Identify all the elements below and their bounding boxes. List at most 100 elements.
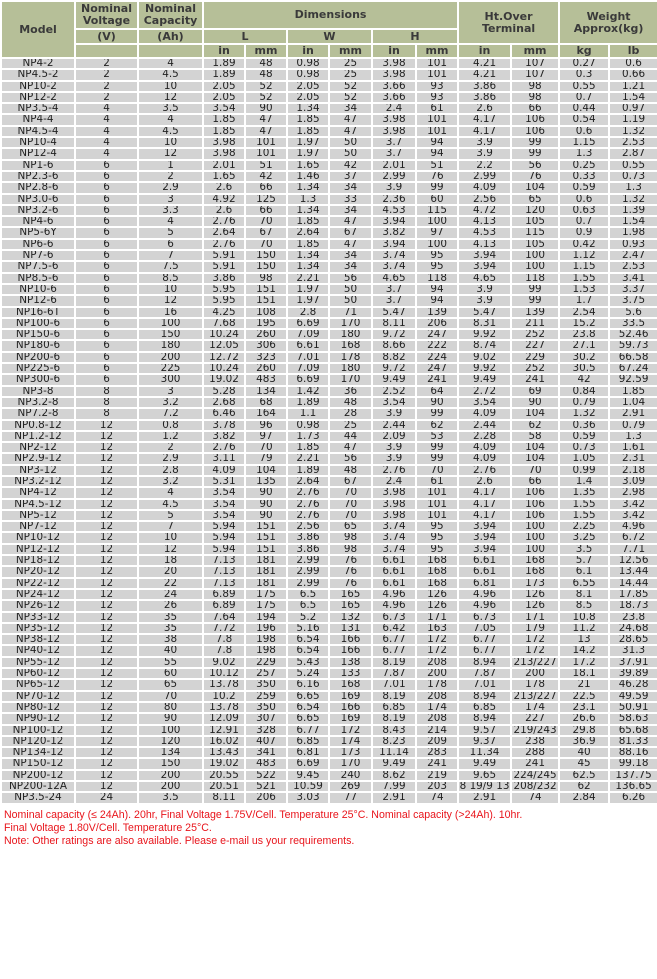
cell-model: NP12-4 xyxy=(0,147,76,161)
cell-h-mm: 90 xyxy=(414,395,460,410)
cell-capacity: 12 xyxy=(137,542,204,557)
cell-h-mm: 61 xyxy=(414,102,460,116)
cell-w-in: 6.81 xyxy=(286,746,330,760)
table-row: NP200-12 12 200 20.55 522 9.45 240 8.62 219 9.65 2… xyxy=(0,768,657,783)
battery-spec-table: Model Nominal Voltage Nominal Capacity D… xyxy=(0,0,657,805)
cell-model: NP3.5-4 xyxy=(0,102,76,116)
cell-h-in: 3.74 xyxy=(371,531,417,545)
cell-w-in: 1.97 xyxy=(286,294,330,308)
cell-l-in: 3.98 xyxy=(202,147,246,161)
table-row: NP3-12 12 2.8 4.09 104 1.89 48 2.76 70 2.76 70 0.99… xyxy=(0,463,657,478)
cell-voltage: 2 xyxy=(74,56,139,71)
cell-capacity: 7 xyxy=(137,520,204,534)
cell-l-in: 20.51 xyxy=(202,779,246,794)
cell-h-mm: 118 xyxy=(414,271,460,285)
note-line: Nominal capacity (≤ 24Ah). 20hr, Final V… xyxy=(4,808,523,821)
cell-l-in: 10.12 xyxy=(202,667,246,681)
table-row: NP3.5-24 24 3.5 8.11 206 3.03 77 2.91 74 2.91 74 2.… xyxy=(0,791,657,805)
cell-weight-lb: 23.8 xyxy=(608,610,657,624)
cell-model: NP7.2-8 xyxy=(0,407,76,421)
cell-ht-in: 4.17 xyxy=(457,508,513,523)
cell-l-mm: 259 xyxy=(244,689,288,703)
cell-l-in: 2.6 xyxy=(202,181,246,195)
table-row: NP4.5-2 2 4.5 1.89 48 0.98 25 3.98 101 4.21 107 0.3… xyxy=(0,68,657,82)
cell-h-mm: 51 xyxy=(414,158,460,172)
cell-weight-lb: 3.42 xyxy=(608,497,657,511)
cell-l-in: 1.89 xyxy=(202,56,246,71)
cell-model: NP7-6 xyxy=(0,249,76,263)
cell-ht-in: 6.81 xyxy=(457,576,513,590)
cell-ht-in: 4.17 xyxy=(457,497,513,511)
cell-voltage: 12 xyxy=(74,667,139,681)
cell-l-in: 5.31 xyxy=(202,474,246,489)
cell-weight-kg: 27.1 xyxy=(558,339,611,353)
cell-model: NP4-2 xyxy=(0,56,76,71)
cell-l-mm: 306 xyxy=(244,339,288,353)
table-row: NP300-6 6 300 19.02 483 6.69 170 9.49 241 9.49 241… xyxy=(0,373,657,387)
cell-l-mm: 196 xyxy=(244,621,288,636)
cell-w-mm: 70 xyxy=(328,497,373,511)
cell-ht-mm: 76 xyxy=(510,169,561,184)
cell-voltage: 6 xyxy=(74,249,139,263)
cell-weight-kg: 0.63 xyxy=(558,203,611,218)
cell-voltage: 6 xyxy=(74,271,139,285)
table-row: NP2.3-6 6 2 1.65 42 1.46 37 2.99 76 2.99 76 0.33 0.7… xyxy=(0,169,657,184)
cell-capacity: 65 xyxy=(137,678,204,692)
cell-voltage: 6 xyxy=(74,237,139,252)
cell-model: NP35-12 xyxy=(0,621,76,636)
cell-l-mm: 198 xyxy=(244,633,288,647)
table-row: NP20-12 12 20 7.13 181 2.99 76 6.61 168 6.61 168 6.… xyxy=(0,565,657,579)
cell-ht-mm: 227 xyxy=(510,339,561,353)
cell-capacity: 70 xyxy=(137,689,204,703)
cell-weight-lb: 136.65 xyxy=(608,779,657,794)
header-capacity: Nominal Capacity xyxy=(137,0,204,30)
cell-w-mm: 52 xyxy=(328,90,373,105)
cell-h-mm: 95 xyxy=(414,260,460,274)
cell-l-in: 3.98 xyxy=(202,136,246,150)
cell-ht-mm: 105 xyxy=(510,215,561,229)
cell-h-mm: 115 xyxy=(414,203,460,218)
cell-weight-kg: 1.4 xyxy=(558,474,611,489)
cell-ht-mm: 99 xyxy=(510,147,561,161)
cell-h-mm: 93 xyxy=(414,79,460,93)
cell-l-mm: 70 xyxy=(244,441,288,455)
cell-l-mm: 47 xyxy=(244,113,288,127)
cell-ht-mm: 252 xyxy=(510,328,561,342)
cell-model: NP4.5-4 xyxy=(0,124,76,139)
cell-capacity: 3.2 xyxy=(137,474,204,489)
cell-ht-in: 4.72 xyxy=(457,203,513,218)
cell-h-in: 2.99 xyxy=(371,169,417,184)
cell-l-mm: 206 xyxy=(244,791,288,805)
cell-h-mm: 97 xyxy=(414,226,460,240)
cell-w-mm: 132 xyxy=(328,610,373,624)
cell-h-mm: 171 xyxy=(414,610,460,624)
cell-weight-lb: 18.73 xyxy=(608,599,657,613)
cell-l-mm: 101 xyxy=(244,136,288,150)
cell-l-in: 19.02 xyxy=(202,757,246,771)
cell-weight-lb: 88.16 xyxy=(608,746,657,760)
cell-weight-kg: 0.7 xyxy=(558,90,611,105)
cell-h-in: 6.61 xyxy=(371,576,417,590)
cell-ht-mm: 179 xyxy=(510,621,561,636)
cell-voltage: 12 xyxy=(74,621,139,636)
cell-model: NP4-12 xyxy=(0,486,76,500)
cell-model: NP2.3-6 xyxy=(0,169,76,184)
cell-model: NP3-8 xyxy=(0,384,76,398)
cell-ht-mm: 118 xyxy=(510,271,561,285)
cell-w-mm: 50 xyxy=(328,294,373,308)
cell-w-mm: 47 xyxy=(328,215,373,229)
cell-ht-in: 9.65 xyxy=(457,768,513,783)
cell-voltage: 6 xyxy=(74,328,139,342)
cell-capacity: 3.5 xyxy=(137,791,204,805)
cell-w-mm: 25 xyxy=(328,56,373,71)
cell-weight-lb: 3.41 xyxy=(608,271,657,285)
cell-w-mm: 67 xyxy=(328,226,373,240)
cell-weight-lb: 1.39 xyxy=(608,203,657,218)
cell-ht-in: 8 19/9 13 xyxy=(457,779,513,794)
cell-ht-mm: 105 xyxy=(510,237,561,252)
cell-weight-lb: 0.97 xyxy=(608,102,657,116)
cell-l-in: 1.65 xyxy=(202,169,246,184)
cell-model: NP65-12 xyxy=(0,678,76,692)
cell-h-mm: 174 xyxy=(414,700,460,715)
cell-weight-kg: 0.27 xyxy=(558,56,611,71)
